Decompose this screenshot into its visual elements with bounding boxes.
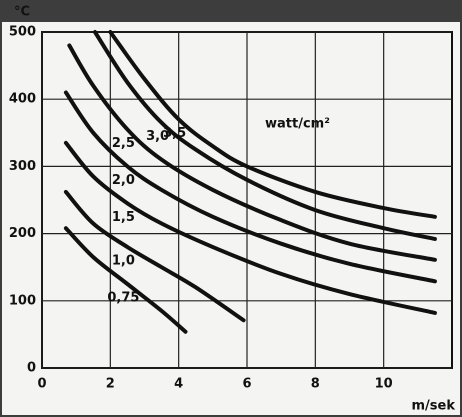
- x-axis-label: m/sek: [412, 399, 456, 414]
- series-label: 1,5: [112, 210, 135, 225]
- series-label: 0,75: [107, 291, 139, 306]
- x-tick-label: 2: [106, 377, 115, 392]
- y-tick-label: 200: [9, 226, 36, 241]
- series-label: 1,0: [112, 254, 135, 269]
- chart: °C m/sek watt/cm² 0 100 200 300 400 500 0 2 4 6 8 1…: [0, 0, 462, 417]
- paper: [2, 22, 460, 415]
- x-tick-label: 0: [37, 377, 46, 392]
- x-tick-label: 4: [174, 377, 183, 392]
- series-label: 2,5: [112, 136, 135, 151]
- y-tick-label: 500: [9, 25, 36, 40]
- y-tick-label: 400: [9, 92, 36, 107]
- series-label: 3,5: [163, 126, 186, 141]
- x-tick-label: 10: [375, 377, 393, 392]
- series-label: 2,0: [112, 173, 135, 188]
- y-tick-label: 0: [27, 361, 36, 376]
- unit-label: watt/cm²: [265, 117, 330, 132]
- y-tick-label: 100: [9, 293, 36, 308]
- x-tick-label: 8: [311, 377, 320, 392]
- y-tick-label: 300: [9, 159, 36, 174]
- x-tick-label: 6: [242, 377, 251, 392]
- y-axis-label: °C: [14, 5, 30, 20]
